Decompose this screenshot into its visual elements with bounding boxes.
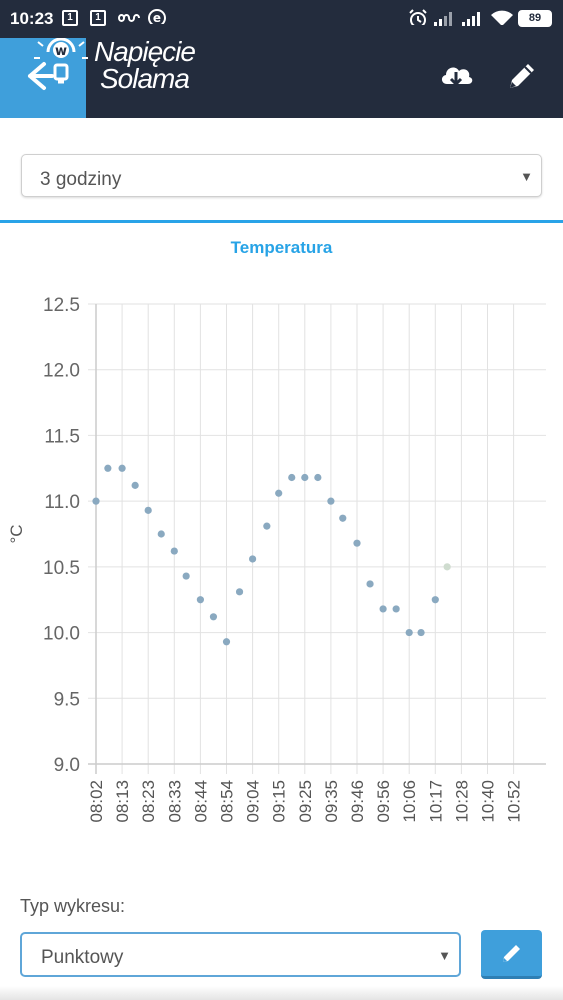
chart-type-label: Typ wykresu: [20, 896, 126, 916]
pencil-icon [510, 64, 534, 88]
x-tick-label: 08:54 [218, 780, 237, 823]
data-point [235, 588, 244, 596]
section-divider [0, 220, 563, 223]
status-time: 10:23 [10, 9, 54, 28]
x-tick-label: 09:15 [270, 780, 289, 823]
sim-1-icon: 1 [62, 10, 78, 26]
x-tick-label: 10:52 [505, 780, 524, 823]
x-tick-label: 10:06 [400, 780, 419, 823]
x-tick-label: 09:46 [348, 780, 367, 823]
y-tick-label: 9.5 [54, 689, 80, 710]
data-point [170, 547, 178, 555]
data-point [314, 473, 322, 482]
chart-type-value: Punktowy [41, 947, 124, 968]
temperature-chart: 12.5 12.0 11.5 11.0 10.5 10.0 9.5 9.0 08:02 08:13… [7, 295, 546, 823]
x-tick-label: 08:13 [113, 780, 132, 823]
back-arrow-icon [28, 62, 54, 90]
x-tick-label: 08:23 [139, 780, 158, 823]
alarm-icon [409, 9, 427, 25]
edit-chart-button[interactable] [481, 930, 542, 979]
data-point [118, 464, 126, 472]
data-point [144, 506, 152, 514]
sim-2-icon: 1 [90, 10, 106, 26]
cloud-download-icon [441, 67, 473, 87]
download-button[interactable] [438, 58, 474, 94]
data-point [301, 473, 309, 482]
data-point [209, 613, 218, 621]
data-point [353, 539, 361, 547]
data-point [366, 580, 374, 588]
x-tick-label: 09:04 [244, 780, 263, 823]
battery-icon: 89 [518, 10, 552, 27]
signal-2-icon [462, 12, 480, 26]
data-point [249, 555, 257, 563]
data-point [104, 464, 112, 472]
time-range-value: 3 godziny [40, 169, 122, 190]
x-tick-label: 08:44 [191, 780, 210, 823]
brand-line-1: Napięcie [94, 36, 196, 67]
chart-type-select[interactable]: Punktowy ▼ [20, 932, 461, 977]
infinity-icon [118, 14, 140, 22]
data-point [443, 563, 451, 571]
data-point [131, 481, 139, 489]
edit-header-button[interactable] [504, 58, 540, 94]
chart-title: Temperatura [230, 238, 333, 257]
data-point [327, 497, 335, 505]
x-tick-label: 10:17 [426, 780, 445, 823]
data-point [392, 605, 400, 613]
dropdown-caret-icon: ▼ [438, 948, 451, 963]
bulb-logo-icon: w [34, 38, 88, 84]
x-tick-label: 09:56 [374, 780, 393, 823]
svg-text:w: w [55, 44, 67, 59]
dropdown-caret-icon: ▼ [520, 169, 533, 184]
browser-e-icon: e [148, 9, 166, 24]
data-point [379, 605, 387, 613]
pencil-icon [503, 945, 520, 962]
y-tick-label: 12.5 [43, 295, 80, 316]
data-point [182, 572, 190, 580]
y-tick-label: 11.0 [44, 492, 80, 513]
time-range-select[interactable]: 3 godziny ▼ [21, 154, 542, 197]
brand-line-2: Solama [100, 63, 190, 94]
x-tick-label: 10:28 [452, 780, 471, 823]
y-tick-label: 10.0 [43, 624, 80, 645]
y-tick-label: 9.0 [54, 755, 80, 776]
data-point [288, 473, 296, 482]
data-point [263, 522, 271, 530]
signal-1-icon [434, 12, 452, 26]
x-tick-label: 08:33 [165, 780, 184, 823]
data-point [275, 489, 283, 497]
y-tick-label: 11.5 [44, 426, 80, 447]
x-tick-label: 09:25 [296, 780, 315, 823]
data-point [222, 638, 231, 646]
y-tick-label: 12.0 [43, 361, 80, 382]
data-point [196, 596, 204, 604]
brand-logo: Napięcie Solama [94, 36, 196, 94]
data-point [339, 514, 347, 522]
data-point [431, 596, 439, 604]
data-point [157, 530, 165, 538]
x-tick-label: 09:35 [322, 780, 341, 823]
data-point [417, 628, 425, 637]
bottom-shadow [0, 986, 563, 1000]
x-tick-label: 10:40 [479, 780, 498, 823]
x-tick-label: 08:02 [87, 780, 106, 823]
app-bar: w Napięcie Solama [0, 38, 563, 118]
y-axis-label: °C [7, 524, 26, 543]
data-point [405, 628, 413, 637]
svg-text:e: e [153, 11, 161, 24]
status-bar: 10:23 1 1 e 89 [0, 0, 563, 38]
y-tick-label: 10.5 [43, 558, 80, 579]
wifi-icon [491, 10, 513, 25]
data-point [92, 497, 100, 505]
back-button[interactable] [0, 38, 86, 118]
